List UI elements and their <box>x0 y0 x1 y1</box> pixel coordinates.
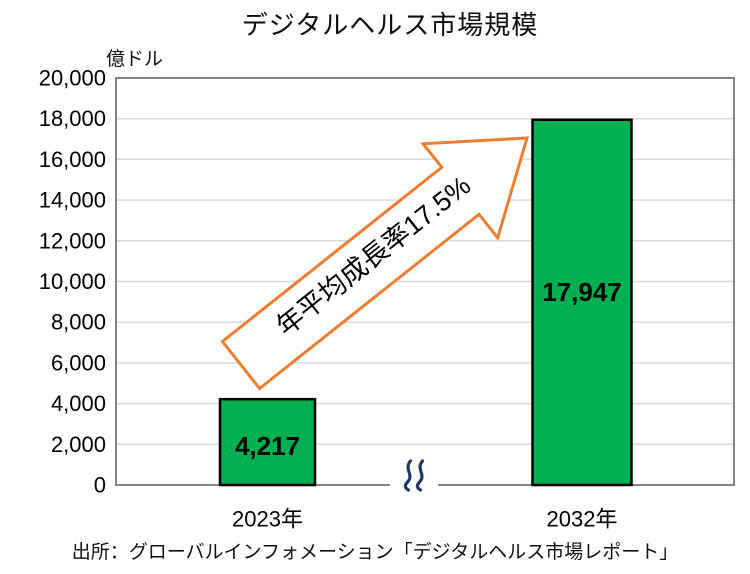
x-category-label: 2023年 <box>232 507 303 532</box>
bar-value-label: 17,947 <box>542 277 622 307</box>
y-tick-label: 4,000 <box>51 391 106 416</box>
y-tick-label: 10,000 <box>39 269 106 294</box>
source-note: 出所：グローバルインフォメーション「デジタルヘルス市場レポート」 <box>71 542 679 563</box>
y-tick-label: 16,000 <box>39 147 106 172</box>
y-tick-label: 2,000 <box>51 432 106 457</box>
y-axis-unit-label: 億ドル <box>106 49 164 70</box>
y-tick-label: 20,000 <box>39 66 106 91</box>
bar-2023年 <box>218 397 317 487</box>
y-tick-label: 8,000 <box>51 310 106 335</box>
growth-annotation-label: 年平均成長率17.5% <box>271 170 477 342</box>
growth-arrow <box>220 136 530 391</box>
y-tick-label: 12,000 <box>39 228 106 253</box>
axis-break-squiggle <box>415 459 425 492</box>
axis-break-squiggle <box>403 459 413 492</box>
y-tick-label: 6,000 <box>51 350 106 375</box>
axis-break-mask <box>390 477 438 493</box>
y-tick-label: 0 <box>94 473 106 498</box>
y-tick-label: 14,000 <box>39 188 106 213</box>
y-tick-label: 18,000 <box>39 106 106 131</box>
chart-title: デジタルヘルス市場規模 <box>241 10 539 40</box>
x-category-label: 2032年 <box>547 507 618 532</box>
bar-value-label: 4,217 <box>235 431 300 461</box>
bar-2032年 <box>531 118 633 487</box>
